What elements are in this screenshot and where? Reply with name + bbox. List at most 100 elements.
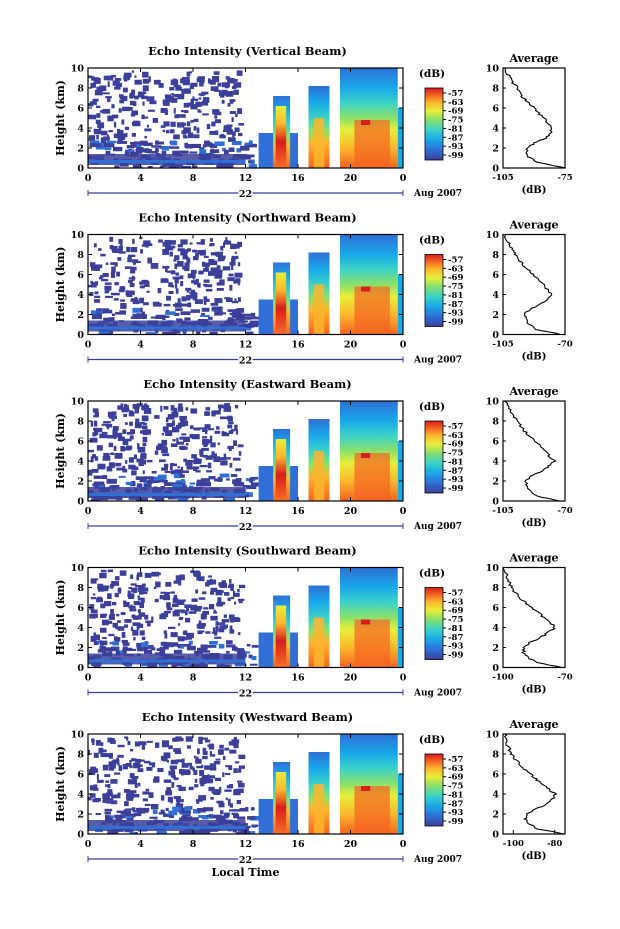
echo-speckle (157, 288, 162, 294)
echo-speckle (172, 610, 180, 617)
echo-speckle (135, 758, 142, 763)
echo-speckle (187, 664, 195, 668)
echo-speckle (188, 640, 193, 645)
echo-speckle (159, 165, 164, 168)
echo-speckle (193, 769, 198, 776)
echo-speckle (228, 446, 232, 452)
panel-title: Echo Intensity (Eastward Beam) (143, 377, 351, 391)
echo-speckle (209, 238, 213, 242)
echo-speckle (231, 141, 242, 146)
echo-speckle (129, 765, 133, 769)
echo-speckle (132, 307, 141, 313)
echo-speckle (172, 775, 175, 779)
echo-speckle (121, 639, 128, 644)
echo-speckle (130, 316, 141, 319)
echo-speckle (132, 810, 140, 813)
echo-speckle (88, 129, 91, 132)
colorbar-tick-label: -63 (448, 597, 463, 607)
colorbar-tick-label: -87 (448, 133, 463, 143)
echo-speckle (190, 104, 198, 110)
echo-speckle (133, 762, 141, 769)
avg-y-tick-label: 2 (492, 643, 499, 654)
echo-speckle (161, 145, 169, 151)
echo-speckle (182, 331, 187, 335)
echo-speckle (165, 430, 173, 437)
echo-speckle (179, 599, 186, 602)
cell-core (275, 772, 287, 831)
avg-y-tick-label: 0 (492, 330, 499, 341)
echo-speckle (234, 298, 237, 303)
echo-speckle (180, 479, 185, 482)
panel-title: Echo Intensity (Southward Beam) (138, 544, 356, 558)
echo-speckle (99, 85, 107, 92)
echo-speckle (168, 810, 178, 816)
echo-speckle (200, 239, 205, 245)
echo-speckle (173, 594, 178, 598)
echo-speckle (119, 129, 124, 135)
echo-speckle (182, 79, 190, 86)
echo-speckle (119, 242, 123, 246)
echo-speckle (129, 831, 136, 834)
colorbar-tick-label: -99 (448, 817, 463, 827)
echo-speckle (125, 808, 136, 811)
echo-speckle (94, 634, 100, 640)
avg-title: Average (508, 718, 558, 731)
echo-speckle (139, 602, 145, 609)
echo-speckle (160, 405, 163, 412)
echo-speckle (142, 85, 149, 92)
echo-speckle (134, 296, 138, 299)
avg-profile-line (504, 400, 560, 502)
avg-x-tick-label: -100 (503, 839, 524, 849)
echo-speckle (225, 497, 235, 501)
colorbar (424, 753, 444, 827)
avg-x-label: (dB) (522, 685, 547, 696)
echo-speckle (180, 78, 183, 83)
echo-speckle (182, 93, 185, 100)
echo-speckle (250, 159, 255, 165)
echo-speckle (106, 798, 114, 804)
echo-speckle (195, 758, 202, 764)
echo-speckle (181, 130, 187, 135)
echo-speckle (250, 312, 256, 317)
echo-speckle (131, 758, 136, 761)
echo-speckle (99, 645, 104, 648)
echo-speckle (229, 578, 232, 584)
echo-speckle (227, 240, 232, 245)
echo-speckle (101, 130, 108, 136)
echo-speckle (112, 114, 119, 119)
x-tick-label: 8 (190, 839, 197, 850)
echo-speckle (144, 803, 151, 806)
avg-x-tick-label: -70 (557, 340, 572, 350)
echo-speckle (130, 247, 138, 253)
echo-speckle (213, 453, 218, 458)
echo-speckle (196, 799, 200, 804)
echo-speckle (114, 772, 121, 775)
echo-speckle (234, 761, 240, 764)
avg-x-label: (dB) (522, 352, 547, 363)
echo-speckle (96, 445, 103, 451)
echo-speckle (234, 424, 238, 431)
echo-speckle (117, 754, 124, 758)
echo-speckle (108, 766, 115, 771)
echo-speckle (244, 142, 251, 146)
echo-speckle (225, 94, 234, 97)
echo-speckle (206, 123, 211, 130)
echo-speckle (107, 593, 112, 600)
echo-speckle (95, 119, 101, 124)
echo-speckle (126, 664, 131, 668)
echo-speckle (198, 101, 203, 107)
cell-core (313, 617, 325, 668)
echo-speckle (203, 279, 210, 283)
echo-speckle (165, 581, 172, 587)
echo-speckle (216, 603, 224, 606)
echo-speckle (234, 617, 239, 621)
echo-speckle (183, 127, 191, 134)
echo-speckle (206, 814, 213, 817)
echo-speckle (175, 272, 180, 276)
echo-speckle (135, 497, 141, 501)
echo-speckle (175, 86, 182, 91)
echo-speckle (202, 438, 209, 445)
echo-speckle (217, 257, 222, 262)
echo-speckle (237, 241, 243, 248)
y-tick-label: 2 (77, 310, 84, 321)
